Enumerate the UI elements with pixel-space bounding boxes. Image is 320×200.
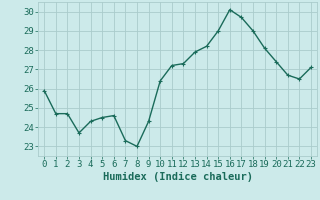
X-axis label: Humidex (Indice chaleur): Humidex (Indice chaleur) [103, 172, 252, 182]
